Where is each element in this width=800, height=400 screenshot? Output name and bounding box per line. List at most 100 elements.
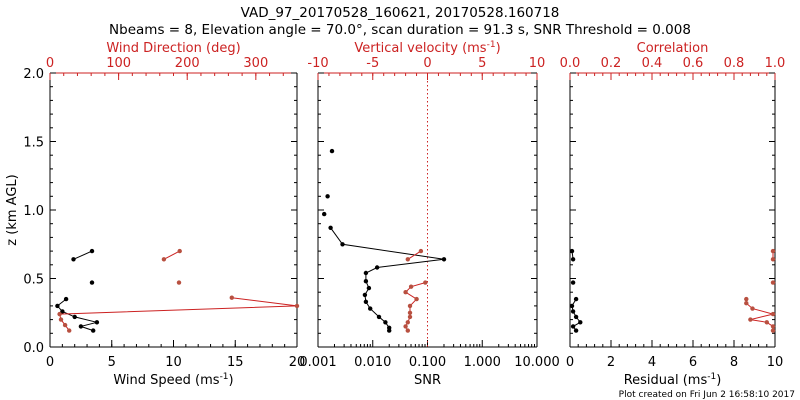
data-point-red xyxy=(770,324,776,329)
x-bottom-tick-label: 2 xyxy=(607,355,615,370)
data-point-black xyxy=(60,309,65,314)
x-bottom-axis-label-text: Residual (ms xyxy=(624,373,708,388)
data-point-black xyxy=(328,225,333,230)
data-point-black xyxy=(322,211,327,217)
x-bottom-axis-label-text: SNR xyxy=(414,373,441,388)
data-point-red xyxy=(770,248,776,254)
data-point-black xyxy=(570,280,576,285)
data-point-black xyxy=(578,320,583,325)
data-point-red xyxy=(744,296,749,302)
data-point-red xyxy=(748,317,753,322)
data-point-red xyxy=(744,301,749,306)
data-point-black xyxy=(362,292,368,298)
x-bottom-axis-label-text: Wind Speed (ms xyxy=(113,373,219,388)
data-point-black xyxy=(363,279,369,284)
data-point-black xyxy=(383,320,388,325)
x-bottom-tick-label: 1.000 xyxy=(464,355,501,370)
data-point-black xyxy=(91,328,96,333)
x-bottom-axis-label: SNR xyxy=(414,373,441,388)
data-point-red xyxy=(770,311,776,317)
x-bottom-tick-label: 5 xyxy=(108,355,116,370)
x-bottom-axis-label-sup: -1 xyxy=(220,372,229,382)
x-top-tick-label: 100 xyxy=(106,56,131,71)
data-point-red xyxy=(418,248,424,254)
data-point-black xyxy=(573,314,579,320)
x-bottom-tick-label: 10.000 xyxy=(514,355,560,370)
x-top-axis-label-end: ) xyxy=(496,41,501,56)
y-tick-label: 2.0 xyxy=(23,67,44,82)
data-point-red xyxy=(408,284,414,289)
x-bottom-tick-label: 0 xyxy=(46,355,54,370)
x-bottom-axis-label-end: ) xyxy=(716,373,721,388)
data-point-red xyxy=(405,257,410,262)
x-bottom-tick-label: 0.100 xyxy=(409,355,446,370)
data-point-black xyxy=(71,257,76,262)
data-point-red xyxy=(177,248,182,254)
x-bottom-axis-label: Wind Speed (ms-1) xyxy=(113,372,233,388)
data-point-black xyxy=(374,265,380,270)
data-point-red xyxy=(294,303,300,309)
x-top-tick-label: 0 xyxy=(423,56,431,71)
data-point-red xyxy=(750,306,755,311)
series-line-red xyxy=(745,299,774,331)
data-point-red xyxy=(770,257,776,262)
data-point-black xyxy=(89,280,95,285)
data-point-black xyxy=(573,328,579,333)
data-point-black xyxy=(78,324,84,329)
data-point-red xyxy=(407,310,413,315)
data-point-red xyxy=(62,322,68,328)
data-point-black xyxy=(329,148,335,154)
x-top-axis-label: Wind Direction (deg) xyxy=(106,41,240,56)
data-point-red xyxy=(58,317,64,322)
data-point-red xyxy=(770,280,776,285)
data-point-black xyxy=(570,309,576,314)
x-top-tick-label: 300 xyxy=(243,56,268,71)
data-point-black xyxy=(368,306,373,311)
data-point-red xyxy=(423,280,428,285)
x-top-tick-label: 0.8 xyxy=(724,56,745,71)
x-top-tick-label: 0.0 xyxy=(560,56,581,71)
data-point-black xyxy=(569,303,575,309)
data-point-black xyxy=(325,194,330,199)
data-point-black xyxy=(340,242,345,247)
x-top-tick-label: 5 xyxy=(478,56,486,71)
x-bottom-tick-label: 0.001 xyxy=(299,355,336,370)
series-line-black xyxy=(73,250,93,260)
x-top-axis-label-text: Correlation xyxy=(637,41,709,56)
x-bottom-axis-label-sup: -1 xyxy=(707,372,716,382)
x-bottom-tick-label: 20 xyxy=(289,355,306,370)
data-point-black xyxy=(441,257,447,262)
data-point-red xyxy=(770,328,776,333)
figure-title-line1: VAD_97_20170528_160621, 20170528.160718 xyxy=(241,5,560,21)
x-top-axis-label: Correlation xyxy=(637,41,709,56)
x-top-axis-label-text: Vertical velocity (ms xyxy=(354,41,486,56)
x-top-axis-label-text: Wind Direction (deg) xyxy=(106,41,240,56)
x-bottom-tick-label: 0 xyxy=(566,355,574,370)
x-top-tick-label: 0.6 xyxy=(683,56,704,71)
data-point-red xyxy=(407,303,413,309)
x-top-tick-label: 0 xyxy=(46,56,54,71)
data-point-black xyxy=(366,285,372,291)
x-top-axis-label-sup: -1 xyxy=(487,40,496,50)
data-point-black xyxy=(63,296,69,302)
data-point-black xyxy=(387,325,392,330)
data-point-black xyxy=(89,248,95,254)
data-point-red xyxy=(414,296,419,302)
x-top-tick-label: 0.2 xyxy=(601,56,622,71)
x-top-tick-label: 1.0 xyxy=(765,56,786,71)
series-line-red xyxy=(163,250,180,260)
data-point-red xyxy=(405,320,410,325)
data-point-red xyxy=(407,314,413,320)
data-point-black xyxy=(570,257,576,262)
data-point-black xyxy=(363,270,369,276)
y-tick-label: 1.0 xyxy=(23,204,44,219)
data-point-red xyxy=(405,328,410,333)
x-bottom-tick-label: 8 xyxy=(730,355,738,370)
data-point-black xyxy=(363,299,369,304)
data-point-red xyxy=(229,295,234,300)
x-top-tick-label: -5 xyxy=(366,56,379,71)
x-bottom-tick-label: 15 xyxy=(227,355,244,370)
data-point-red xyxy=(403,324,408,329)
series-line-red xyxy=(58,297,298,331)
